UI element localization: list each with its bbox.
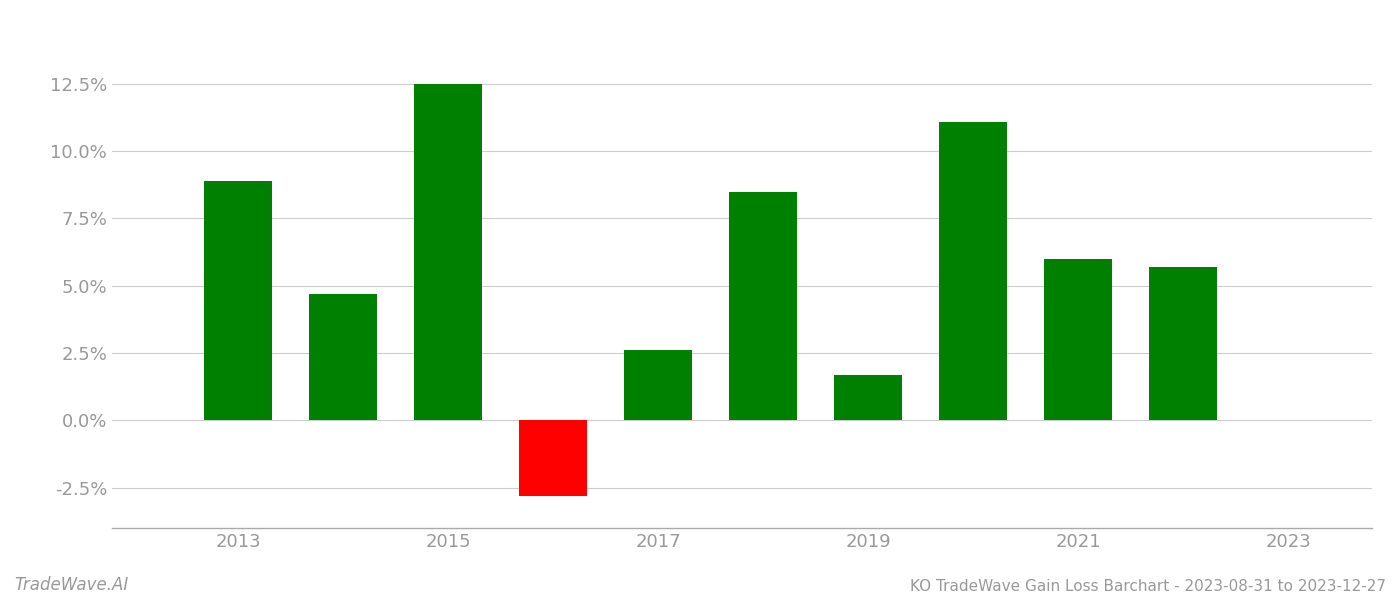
Bar [204,181,272,421]
Bar [729,191,797,421]
Bar [309,294,377,421]
Bar [1044,259,1112,421]
Bar [414,84,482,421]
Bar [1149,267,1217,421]
Bar [624,350,692,421]
Bar [834,374,902,421]
Text: KO TradeWave Gain Loss Barchart - 2023-08-31 to 2023-12-27: KO TradeWave Gain Loss Barchart - 2023-0… [910,579,1386,594]
Text: TradeWave.AI: TradeWave.AI [14,576,129,594]
Bar [519,421,587,496]
Bar [939,122,1007,421]
